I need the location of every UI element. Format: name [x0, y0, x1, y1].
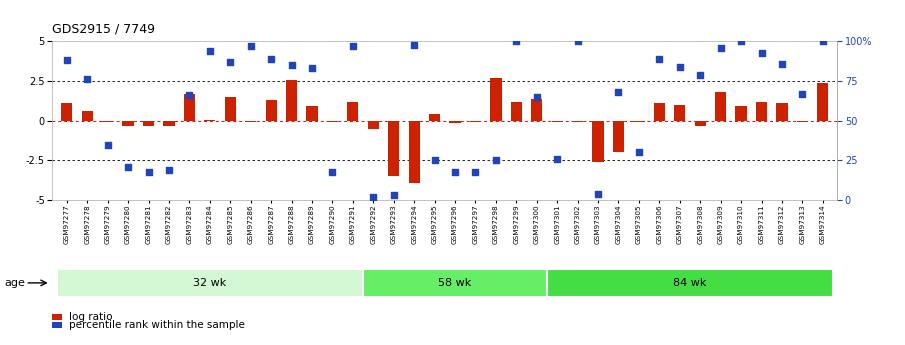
Point: [284, 62, 299, 68]
Bar: [450, 121, 461, 123]
Bar: [547, 269, 833, 297]
Bar: [367, 121, 379, 129]
Point: [611, 89, 625, 95]
Point: [100, 142, 115, 147]
Bar: [593, 121, 604, 162]
Text: 84 wk: 84 wk: [673, 278, 707, 288]
Bar: [796, 121, 808, 122]
Bar: [205, 120, 215, 121]
Bar: [470, 121, 481, 122]
Point: [407, 42, 422, 47]
Point: [510, 39, 524, 44]
Text: 58 wk: 58 wk: [438, 278, 472, 288]
Bar: [327, 121, 338, 122]
Text: 32 wk: 32 wk: [193, 278, 226, 288]
Point: [672, 64, 687, 70]
Bar: [286, 80, 297, 121]
Point: [815, 39, 830, 44]
Bar: [756, 102, 767, 121]
Bar: [81, 111, 93, 121]
Point: [448, 169, 462, 174]
Point: [734, 39, 748, 44]
Bar: [163, 121, 175, 126]
Point: [693, 72, 708, 78]
Bar: [57, 269, 363, 297]
Point: [489, 158, 503, 163]
Point: [141, 169, 156, 174]
Bar: [776, 103, 787, 121]
Bar: [307, 107, 318, 121]
Bar: [695, 121, 706, 126]
Text: log ratio: log ratio: [69, 313, 112, 322]
Point: [243, 43, 258, 49]
Text: GDS2915 / 7749: GDS2915 / 7749: [52, 22, 156, 36]
Point: [754, 50, 768, 55]
Point: [775, 61, 789, 66]
Point: [325, 169, 339, 174]
Bar: [143, 121, 154, 126]
Bar: [184, 94, 195, 121]
Bar: [363, 269, 547, 297]
Point: [346, 43, 360, 49]
Point: [468, 169, 482, 174]
Point: [305, 66, 319, 71]
Point: [653, 56, 667, 62]
Bar: [122, 121, 134, 126]
Bar: [348, 102, 358, 121]
Point: [121, 164, 136, 169]
Bar: [491, 78, 501, 121]
Bar: [674, 105, 685, 121]
Bar: [265, 100, 277, 121]
Point: [203, 48, 217, 54]
Point: [570, 39, 585, 44]
Point: [386, 193, 401, 198]
Point: [60, 58, 74, 63]
Text: age: age: [5, 278, 25, 288]
Point: [162, 167, 176, 173]
Point: [795, 91, 810, 97]
Point: [529, 94, 544, 100]
Point: [550, 156, 565, 161]
Bar: [736, 107, 747, 121]
Point: [264, 56, 279, 62]
Bar: [388, 121, 399, 176]
Bar: [653, 103, 665, 121]
Point: [427, 158, 442, 163]
Bar: [245, 121, 256, 122]
Bar: [429, 115, 440, 121]
Point: [591, 191, 605, 197]
Bar: [62, 103, 72, 121]
Bar: [224, 97, 236, 121]
Bar: [531, 99, 542, 121]
Point: [632, 150, 646, 155]
Bar: [408, 121, 420, 183]
Point: [80, 77, 94, 82]
Point: [713, 45, 728, 50]
Point: [223, 59, 237, 65]
Text: percentile rank within the sample: percentile rank within the sample: [69, 321, 244, 330]
Point: [182, 92, 196, 98]
Point: [366, 194, 380, 200]
Bar: [817, 83, 828, 121]
Bar: [613, 121, 624, 152]
Bar: [634, 121, 644, 122]
Bar: [510, 102, 522, 121]
Bar: [715, 92, 727, 121]
